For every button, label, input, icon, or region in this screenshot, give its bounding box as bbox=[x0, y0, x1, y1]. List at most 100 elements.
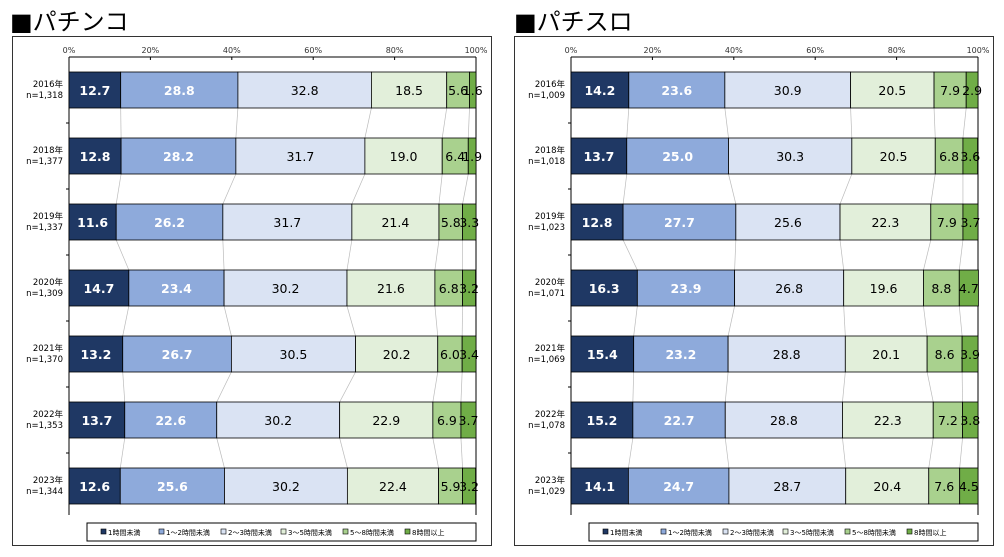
data-label: 3.2 bbox=[459, 281, 479, 296]
bar-segment bbox=[68, 137, 122, 175]
data-label: 4.5 bbox=[959, 479, 979, 494]
bar-segment bbox=[728, 467, 847, 505]
series-connector-line bbox=[441, 107, 448, 139]
data-label: 30.2 bbox=[272, 281, 300, 296]
category-n-label: n=1,353 bbox=[26, 421, 63, 431]
bar-segment bbox=[119, 467, 225, 505]
data-label: 28.7 bbox=[773, 479, 801, 494]
bar-segment bbox=[959, 467, 979, 505]
data-label: 13.7 bbox=[81, 413, 112, 428]
data-label: 12.8 bbox=[80, 149, 111, 164]
bar-segment bbox=[923, 269, 960, 307]
series-connector-line bbox=[933, 107, 936, 139]
data-label: 3.7 bbox=[961, 215, 981, 230]
bar-segment bbox=[570, 203, 624, 241]
bar-segment bbox=[339, 401, 434, 439]
bar-segment bbox=[68, 71, 122, 109]
series-connector-line bbox=[235, 107, 239, 139]
series-connector-line bbox=[432, 371, 439, 403]
bar-segment bbox=[570, 71, 630, 109]
bar-segment bbox=[122, 335, 232, 373]
legend-swatch bbox=[280, 528, 287, 535]
bar-segment bbox=[68, 467, 121, 505]
bar-segment bbox=[120, 71, 239, 109]
data-label: 22.4 bbox=[379, 479, 407, 494]
bar-segment bbox=[839, 203, 932, 241]
category-n-label: n=1,009 bbox=[528, 91, 565, 101]
data-label: 12.8 bbox=[582, 215, 613, 230]
series-connector-line bbox=[222, 173, 237, 205]
bar-segment bbox=[570, 401, 634, 439]
x-tick-label: 80% bbox=[386, 46, 404, 55]
category-year-label: 2021年 bbox=[33, 343, 64, 354]
category-year-label: 2018年 bbox=[535, 145, 566, 156]
bar-segment bbox=[627, 467, 730, 505]
data-label: 3.4 bbox=[459, 347, 479, 362]
legend-label: 1時間未満 bbox=[610, 528, 642, 537]
data-label: 3.6 bbox=[960, 149, 980, 164]
x-tick-label: 40% bbox=[725, 46, 743, 55]
data-label: 20.2 bbox=[383, 347, 411, 362]
data-label: 12.7 bbox=[79, 83, 110, 98]
legend-swatch bbox=[660, 528, 667, 535]
data-label: 20.5 bbox=[880, 149, 908, 164]
data-label: 15.2 bbox=[587, 413, 618, 428]
legend-label: 1～2時間未満 bbox=[668, 528, 712, 537]
x-tick-label: 20% bbox=[142, 46, 160, 55]
data-label: 3.3 bbox=[459, 215, 479, 230]
data-label: 28.8 bbox=[773, 347, 801, 362]
series-connector-line bbox=[460, 371, 463, 403]
data-label: 26.2 bbox=[154, 215, 185, 230]
series-connector-line bbox=[724, 107, 729, 139]
bar-segment bbox=[933, 71, 967, 109]
series-connector-line bbox=[926, 371, 934, 403]
data-label: 1.6 bbox=[463, 83, 483, 98]
data-label: 21.4 bbox=[381, 215, 409, 230]
category-year-label: 2019年 bbox=[535, 211, 566, 222]
data-label: 21.6 bbox=[377, 281, 405, 296]
legend-swatch bbox=[404, 528, 411, 535]
bar-segment bbox=[622, 203, 737, 241]
legend-swatch bbox=[342, 528, 349, 535]
x-tick-label: 80% bbox=[888, 46, 906, 55]
legend-label: 2～3時間未満 bbox=[228, 528, 272, 537]
bar-segment bbox=[460, 401, 477, 439]
category-year-label: 2018年 bbox=[33, 145, 64, 156]
bar-segment bbox=[724, 71, 852, 109]
series-connector-line bbox=[223, 305, 232, 337]
bar-segment bbox=[962, 401, 979, 439]
legend-swatch bbox=[906, 528, 913, 535]
data-label: 30.2 bbox=[264, 413, 292, 428]
pachinko-chart-panel: 0% 20% 40% 60% 80% 100% 2016年 n=1,318 12.7 28.8 32… bbox=[12, 36, 492, 546]
data-label: 16.3 bbox=[589, 281, 620, 296]
bar-segment bbox=[965, 71, 979, 109]
x-tick-label: 100% bbox=[465, 46, 488, 55]
series-connector-line bbox=[928, 437, 934, 469]
bar-segment bbox=[958, 269, 979, 307]
series-connector-line bbox=[839, 173, 853, 205]
x-tick-label: 20% bbox=[644, 46, 662, 55]
category-year-label: 2016年 bbox=[33, 79, 64, 90]
bar-segment bbox=[735, 203, 841, 241]
legend-swatch bbox=[844, 528, 851, 535]
series-connector-line bbox=[462, 173, 469, 205]
x-tick-label: 0% bbox=[63, 46, 76, 55]
data-label: 24.7 bbox=[663, 479, 694, 494]
bar-segment bbox=[438, 467, 463, 505]
data-label: 3.7 bbox=[459, 413, 479, 428]
series-connector-line bbox=[958, 239, 964, 271]
data-label: 7.9 bbox=[940, 83, 960, 98]
data-label: 20.5 bbox=[878, 83, 906, 98]
data-label: 13.2 bbox=[80, 347, 111, 362]
bar-segment bbox=[843, 269, 924, 307]
data-label: 30.5 bbox=[280, 347, 308, 362]
bar-segment bbox=[842, 401, 934, 439]
bar-segment bbox=[223, 269, 348, 307]
data-label: 15.4 bbox=[587, 347, 618, 362]
series-connector-line bbox=[438, 173, 443, 205]
data-label: 22.3 bbox=[871, 215, 899, 230]
data-label: 28.8 bbox=[164, 83, 195, 98]
legend-label: 5～8時間未満 bbox=[350, 528, 394, 537]
data-label: 28.2 bbox=[163, 149, 194, 164]
